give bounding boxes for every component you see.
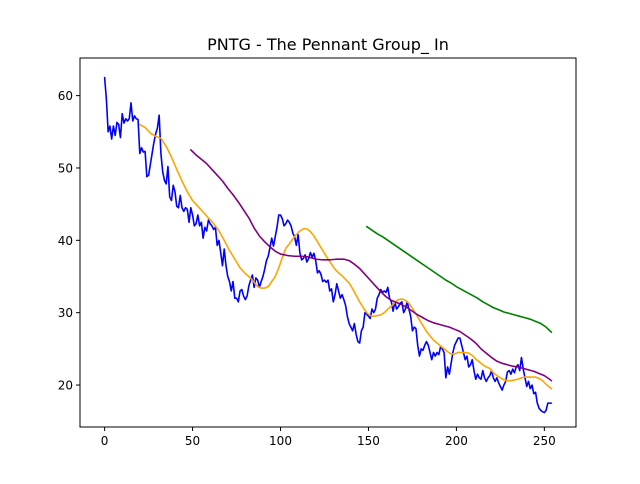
- series-line-3: [190, 149, 553, 382]
- y-tick-label: 30: [58, 306, 73, 320]
- series-line-4: [365, 225, 553, 334]
- chart-title: PNTG - The Pennant Group_ In: [207, 35, 449, 55]
- y-tick-label: 50: [58, 161, 73, 175]
- x-axis: 0 50 100 150 200 250: [101, 427, 556, 448]
- y-axis: 20 30 40 50 60: [58, 89, 80, 393]
- x-tick-label: 200: [445, 434, 468, 448]
- y-tick-label: 40: [58, 234, 73, 248]
- y-tick-label: 20: [58, 379, 73, 393]
- x-tick-label: 50: [185, 434, 200, 448]
- x-tick-label: 100: [269, 434, 292, 448]
- y-tick-label: 60: [58, 89, 73, 103]
- x-tick-label: 150: [357, 434, 380, 448]
- plot-frame: [79, 57, 577, 428]
- x-tick-label: 0: [101, 434, 109, 448]
- series-line-2: [139, 123, 553, 390]
- series-line-1: [103, 76, 553, 414]
- x-tick-label: 250: [533, 434, 556, 448]
- plot-area: [103, 76, 553, 414]
